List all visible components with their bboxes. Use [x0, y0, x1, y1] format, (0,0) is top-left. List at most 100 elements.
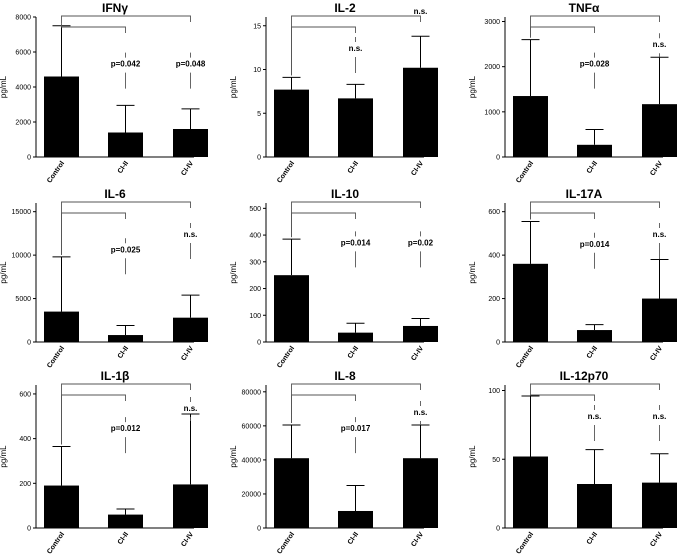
p-value-label: p=0.028 [580, 60, 610, 69]
y-axis-label: pg/mL [468, 445, 477, 468]
bar-ci-ii [108, 132, 143, 157]
x-category-label: CI-II [347, 531, 360, 546]
y-tick-label: 200 [488, 296, 500, 303]
x-category-label: CI-II [347, 345, 360, 360]
bar-control [513, 456, 548, 528]
x-category-label: CI-IV [649, 160, 664, 177]
x-category-label: Control [276, 531, 296, 555]
p-value-label: p=0.025 [111, 245, 141, 254]
chart-title: IL-1β [101, 369, 130, 383]
chart-panel-4: IL-10 0 100 200 300 400 500 pg/mL Control CI-II CI… [229, 187, 438, 370]
chart-title: IL-10 [331, 187, 359, 201]
bar-control [513, 96, 548, 157]
bar-ci-ii [338, 332, 373, 342]
y-tick-label: 3000 [484, 19, 500, 26]
y-tick-label: 200 [249, 286, 261, 293]
bar-ci-ii [577, 484, 612, 528]
p-value-label: p=0.014 [341, 238, 371, 247]
bar-ci-ii [108, 335, 143, 342]
significance-bracket [291, 394, 356, 424]
x-category-label: CI-IV [649, 345, 664, 362]
bar-ci-ii [108, 514, 143, 528]
y-axis-label: pg/mL [468, 75, 477, 98]
p-value-label: n.s. [349, 44, 363, 53]
x-category-label: CI-II [586, 531, 599, 546]
chart-panel-0: IFNγ 0 2000 4000 6000 8000 pg/mL Control CI-II CI… [0, 1, 208, 185]
chart-title: IL-17A [566, 187, 603, 201]
p-value-label: p=0.014 [580, 240, 610, 249]
x-category-label: Control [515, 160, 535, 184]
x-category-label: CI-IV [410, 531, 425, 548]
bar-ci-ii [338, 98, 373, 157]
y-axis-label: pg/mL [229, 75, 238, 98]
y-tick-label: 100 [249, 313, 261, 320]
chart-title: IL-8 [334, 369, 356, 383]
bar-control [274, 275, 309, 342]
bar-ci-iv [173, 317, 208, 342]
y-axis-label: pg/mL [468, 261, 477, 284]
x-category-label: CI-IV [410, 345, 425, 362]
significance-bracket [61, 394, 126, 445]
bar-control [44, 485, 79, 528]
bar-ci-ii [338, 510, 373, 528]
y-tick-label: 10 [253, 67, 261, 74]
x-category-label: CI-IV [180, 160, 195, 177]
p-value-label: p=0.048 [176, 60, 206, 69]
y-axis-label: pg/mL [0, 261, 8, 284]
y-tick-label: 15000 [12, 209, 32, 216]
p-value-label: n.s. [414, 408, 428, 417]
x-category-label: CI-II [117, 345, 130, 360]
y-tick-label: 8000 [15, 15, 31, 22]
y-tick-label: 0 [257, 155, 261, 162]
chart-panel-1: IL-2 0 5 10 15 pg/mL Control CI-II CI-IV n.s. n.s. [229, 1, 438, 185]
x-category-label: Control [276, 160, 296, 184]
x-category-label: CI-IV [180, 345, 195, 362]
bar-ci-iv [403, 67, 438, 157]
y-tick-label: 40000 [242, 457, 262, 464]
y-tick-label: 400 [249, 233, 261, 240]
significance-bracket [61, 23, 126, 33]
bar-ci-iv [642, 104, 677, 157]
x-category-label: CI-II [347, 160, 360, 175]
y-tick-label: 0 [496, 526, 500, 533]
p-value-label: n.s. [184, 230, 198, 239]
y-axis-label: pg/mL [229, 445, 238, 468]
p-value-label: n.s. [653, 230, 667, 239]
chart-title: TNFα [569, 1, 600, 15]
chart-title: IL-12p70 [560, 369, 609, 383]
y-tick-label: 80000 [242, 389, 262, 396]
significance-bracket [530, 212, 595, 220]
chart-panel-7: IL-8 0 20000 40000 60000 80000 pg/mL Control CI-… [229, 369, 438, 556]
y-tick-label: 50 [492, 457, 500, 464]
y-tick-label: 0 [257, 526, 261, 533]
chart-panel-5: IL-17A 0 200 400 600 pg/mL Control CI-II CI-IV p=… [468, 187, 677, 370]
y-axis-label: pg/mL [0, 75, 8, 98]
p-value-label: n.s. [653, 412, 667, 421]
y-tick-label: 600 [19, 391, 31, 398]
bar-ci-iv [642, 482, 677, 528]
bar-control [274, 89, 309, 157]
y-tick-label: 0 [27, 526, 31, 533]
x-category-label: Control [276, 345, 296, 369]
significance-bracket [291, 212, 356, 238]
y-tick-label: 100 [488, 388, 500, 395]
significance-bracket [291, 26, 356, 76]
p-value-label: n.s. [588, 412, 602, 421]
y-tick-label: 0 [496, 155, 500, 162]
y-tick-label: 400 [19, 436, 31, 443]
x-category-label: CI-IV [649, 531, 664, 548]
p-value-label: p=0.012 [111, 424, 141, 433]
y-tick-label: 60000 [242, 423, 262, 430]
significance-bracket [291, 201, 421, 238]
y-tick-label: 5000 [15, 296, 31, 303]
p-value-label: p=0.042 [111, 60, 141, 69]
y-tick-label: 15 [253, 23, 261, 30]
chart-title: IFNγ [102, 1, 128, 15]
x-category-label: Control [46, 160, 66, 184]
significance-bracket [530, 26, 595, 38]
y-tick-label: 20000 [242, 491, 262, 498]
bar-ci-ii [577, 330, 612, 342]
p-value-label: n.s. [653, 40, 667, 49]
x-category-label: Control [515, 345, 535, 369]
